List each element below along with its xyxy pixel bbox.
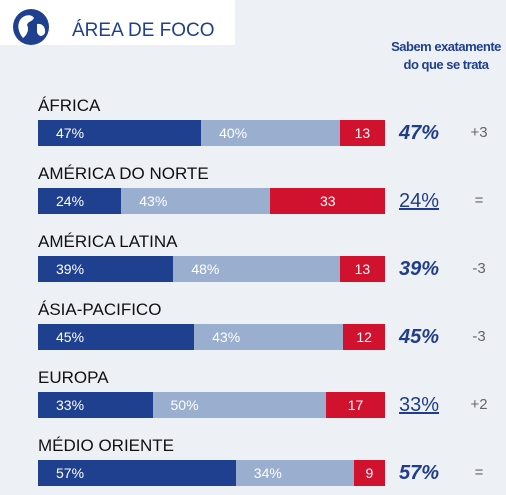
bar-value-label: 39%: [56, 261, 85, 277]
bar-value-label: 50%: [170, 397, 199, 413]
change-label: =: [474, 192, 484, 209]
total-value: 24%: [399, 190, 440, 212]
bar-value-label: 12: [356, 329, 372, 345]
bar-segment: [339, 120, 385, 146]
total-value: 39%: [399, 258, 440, 280]
bar-value-label: 9: [365, 465, 374, 481]
bar-segment: [343, 324, 385, 350]
bar-value-label: 48%: [191, 261, 220, 277]
category-label: AMÉRICA DO NORTE: [38, 164, 209, 183]
change-label: +2: [470, 396, 488, 413]
bar-segment: [38, 392, 153, 418]
bar-value-label: 43%: [212, 329, 241, 345]
bar-value-label: 40%: [219, 125, 248, 141]
bar-value-label: 24%: [56, 193, 85, 209]
bar-segment: [235, 460, 354, 486]
bar-segment: [201, 120, 340, 146]
category-label: MÉDIO ORIENTE: [38, 436, 175, 455]
change-label: +3: [470, 124, 488, 141]
total-value: 33%: [399, 394, 440, 416]
bar-segment: [339, 256, 385, 282]
bar-value-label: 34%: [253, 465, 282, 481]
bar-value-label: 33: [319, 193, 336, 209]
bar-segment: [121, 188, 271, 214]
bar-segment: [194, 324, 344, 350]
bar-value-label: 33%: [56, 397, 85, 413]
bar-value-label: 13: [354, 261, 371, 277]
bar-segment: [173, 256, 340, 282]
bar-segment: [326, 392, 385, 418]
category-label: AMÉRICA LATINA: [38, 232, 178, 251]
bar-value-label: 45%: [56, 329, 85, 345]
change-label: -3: [472, 328, 486, 345]
bar-segment: [38, 120, 202, 146]
total-value: 57%: [399, 462, 440, 484]
bar-segment: [353, 460, 385, 486]
change-label: -3: [472, 260, 486, 277]
bar-value-label: 43%: [139, 193, 168, 209]
total-value: 47%: [399, 122, 440, 144]
bar-value-label: 17: [347, 397, 364, 413]
bar-segment: [152, 392, 326, 418]
bar-segment: [270, 188, 385, 214]
bar-segment: [38, 256, 174, 282]
bar-value-label: 47%: [56, 125, 85, 141]
bar-segment: [38, 188, 122, 214]
category-label: ÁFRICA: [38, 96, 101, 115]
column-title: Sabem exatamente do que se trata: [391, 39, 501, 72]
chart-title: ÁREA DE FOCO: [72, 20, 215, 41]
bar-value-label: 57%: [56, 465, 85, 481]
globe-icon: [13, 9, 49, 45]
category-label: EUROPA: [38, 368, 109, 387]
bar-segment: [38, 460, 236, 486]
bar-segment: [38, 324, 195, 350]
total-value: 45%: [399, 326, 440, 348]
category-label: ÁSIA-PACIFICO: [38, 300, 162, 319]
bar-value-label: 13: [354, 125, 371, 141]
change-label: =: [474, 464, 484, 481]
